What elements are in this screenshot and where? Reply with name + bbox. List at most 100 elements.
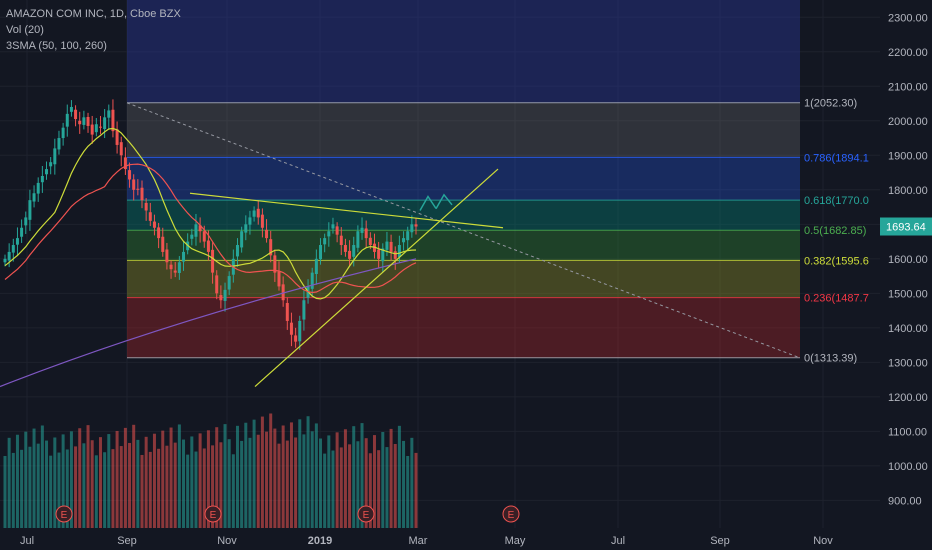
candle-body	[115, 129, 119, 145]
volume-bar	[190, 436, 194, 528]
candle-body	[123, 157, 127, 170]
volume-bar	[294, 437, 298, 528]
trendline-resistance	[189, 192, 504, 229]
candle-body	[269, 239, 273, 256]
candle-body	[393, 251, 397, 259]
candle-body	[132, 179, 136, 190]
y-axis-tick-label: 1800.00	[888, 185, 928, 197]
volume-bar	[348, 444, 352, 528]
volume-bar	[314, 423, 318, 528]
y-axis-tick-label: 2000.00	[888, 116, 928, 128]
candle-body	[281, 284, 285, 301]
volume-bar	[57, 452, 61, 528]
candle-body	[410, 224, 414, 233]
x-axis-tick-label: Sep	[710, 535, 730, 547]
candle-body	[103, 117, 107, 130]
x-axis-tick-label: Sep	[117, 535, 137, 547]
candle-body	[98, 126, 102, 128]
legend-symbol: AMAZON COM INC, 1D, Cboe BZX	[6, 8, 181, 20]
candle-body	[161, 236, 165, 252]
candle-body	[65, 113, 69, 127]
candle-body	[223, 289, 227, 301]
fib-zone	[127, 260, 800, 298]
volume-bar	[310, 431, 314, 528]
volume-bar	[252, 419, 256, 528]
candle-body	[368, 237, 372, 246]
y-axis-tick-label: 1300.00	[888, 357, 928, 369]
candle-body	[215, 275, 219, 294]
y-axis-tick-label: 1000.00	[888, 461, 928, 473]
fib-level-label: 1(2052.30)	[804, 98, 857, 110]
volume-bar	[128, 442, 132, 528]
candle-body	[74, 109, 78, 120]
candle-body	[194, 224, 198, 237]
trendline-support	[254, 168, 499, 387]
volume-bar	[385, 447, 389, 528]
volume-bar	[94, 455, 98, 528]
volume-bar	[107, 434, 111, 528]
candle-body	[111, 109, 115, 132]
candle-body	[252, 210, 256, 217]
volume-bar	[231, 454, 235, 528]
candle-body	[227, 276, 231, 290]
x-axis-tick-label: Nov	[813, 535, 833, 547]
candle-body	[177, 262, 181, 273]
candle-body	[69, 106, 73, 112]
volume-bar	[410, 437, 414, 528]
candle-body	[256, 208, 260, 218]
volume-bar	[7, 437, 11, 528]
volume-bar	[152, 433, 156, 528]
x-axis-tick-label: Mar	[409, 535, 428, 547]
candle-body	[240, 231, 244, 248]
volume-bar	[3, 456, 7, 528]
volume-bar	[169, 427, 173, 528]
y-axis-tick-label: 1100.00	[888, 426, 927, 438]
volume-bar	[123, 427, 127, 528]
candle-body	[377, 249, 381, 259]
earnings-marker	[502, 505, 520, 523]
x-axis-tick-label: Nov	[217, 535, 237, 547]
volume-bar	[381, 432, 385, 528]
candle-body	[385, 241, 389, 250]
earnings-marker-label: E	[363, 510, 370, 521]
candle-body	[327, 231, 331, 237]
earnings-marker	[55, 505, 73, 523]
volume-bar	[182, 439, 186, 528]
candle-body	[364, 228, 368, 239]
candle-body	[389, 241, 393, 252]
y-axis-tick-label: 2200.00	[888, 47, 928, 59]
candle-body	[24, 217, 28, 226]
volume-bar	[69, 431, 73, 528]
fib-level-label: 0(1313.39)	[804, 353, 857, 365]
candle-body	[244, 224, 248, 233]
candle-body	[206, 240, 210, 252]
volume-bar	[219, 442, 223, 528]
volume-bar	[215, 427, 219, 528]
y-axis-tick-label: 2100.00	[888, 81, 928, 93]
volume-bar	[327, 435, 331, 528]
volume-bar	[335, 432, 339, 528]
y-axis-tick-label: 1200.00	[888, 392, 928, 404]
candle-body	[36, 182, 40, 194]
volume-bar	[277, 443, 281, 528]
volume-bar	[364, 438, 368, 528]
volume-bar	[389, 428, 393, 528]
sma-100-line	[4, 163, 417, 294]
candle-body	[136, 188, 140, 190]
volume-bar	[397, 425, 401, 528]
candle-body	[323, 238, 327, 245]
volume-bar	[339, 447, 343, 528]
candle-body	[182, 251, 186, 262]
volume-bar	[11, 452, 15, 528]
candle-body	[289, 322, 293, 335]
volume-bar	[161, 430, 165, 528]
candle-body	[53, 148, 57, 165]
candle-body	[3, 258, 7, 263]
fib-zone	[127, 297, 800, 358]
volume-bar	[319, 438, 323, 528]
volume-bar	[28, 446, 32, 528]
volume-bar	[289, 422, 293, 528]
candle-body	[148, 212, 152, 221]
volume-bar	[78, 428, 82, 528]
